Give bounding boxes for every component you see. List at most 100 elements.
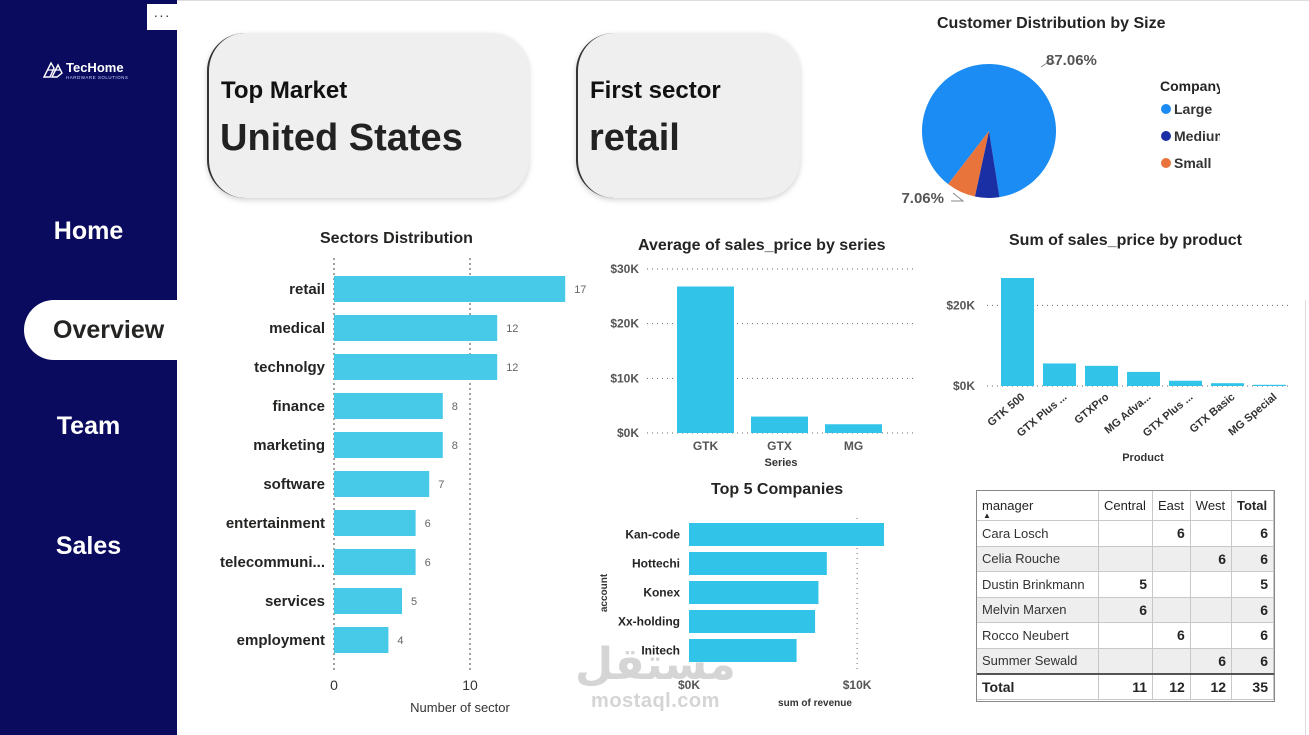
table-cell: 12 (1152, 672, 1191, 700)
sidebar: TecHome HARDWARE SOLUTIONS Home Overview… (0, 0, 184, 735)
category-label: GTXPro (1072, 391, 1111, 427)
bar[interactable] (334, 549, 416, 575)
table-cell: 6 (1231, 520, 1274, 547)
bar[interactable] (334, 588, 402, 614)
bar[interactable] (1085, 365, 1118, 386)
category-label: MG (844, 439, 863, 453)
avg-series-title: Average of sales_price by series (638, 237, 886, 254)
data-label: 5 (411, 596, 417, 608)
bar[interactable] (334, 510, 416, 536)
category-label: Hottechi (632, 557, 680, 571)
bar[interactable] (1043, 363, 1076, 386)
nav-team[interactable]: Team (56, 412, 121, 440)
category-label: Initech (641, 644, 680, 658)
kpi-top-market: Top Market United States (207, 33, 529, 198)
bar[interactable] (334, 276, 566, 302)
data-label: 6 (425, 557, 431, 569)
category-label: marketing (253, 437, 325, 454)
column-header-central[interactable]: Central (1097, 490, 1154, 521)
bar[interactable] (334, 354, 498, 380)
table-cell: 5 (1231, 571, 1274, 598)
bar[interactable] (334, 393, 443, 419)
bar[interactable] (1169, 380, 1202, 386)
table-cell: Total (976, 672, 1099, 700)
tick-label: $10K (610, 371, 639, 385)
category-label: telecommuni... (220, 554, 325, 571)
logo-name: TecHome (66, 60, 124, 75)
bar[interactable] (1001, 278, 1034, 386)
category-label: technolgy (254, 359, 325, 376)
legend-swatch (1161, 131, 1171, 141)
table-cell: 6 (1189, 545, 1233, 572)
data-label: 12 (506, 323, 518, 335)
bar[interactable] (689, 639, 797, 662)
top-5-companies-chart[interactable]: $0K $10K Kan-code Hottechi Konex Xx-holding In… (590, 500, 910, 715)
table-cell: Cara Losch (976, 520, 1099, 547)
x-axis-title: Number of sector (410, 700, 510, 715)
y-axis-title: account (599, 573, 610, 612)
pie-slice[interactable] (922, 64, 1056, 198)
table-cell (1097, 545, 1154, 572)
techome-logo-icon (42, 61, 63, 78)
bar[interactable] (689, 552, 827, 575)
column-header-west[interactable]: West (1189, 490, 1233, 521)
table-cell: 6 (1231, 545, 1274, 572)
table-cell: 11 (1097, 672, 1154, 700)
legend-label[interactable]: Large (1174, 101, 1212, 117)
column-header-total[interactable]: Total (1231, 490, 1274, 521)
more-options-icon[interactable]: ··· (147, 4, 177, 30)
tick-label: $0K (678, 678, 700, 692)
legend-label[interactable]: Medium (1174, 128, 1220, 144)
x-axis-title: Product (1122, 452, 1164, 464)
tick-label: $0K (617, 426, 639, 440)
table-row[interactable]: Cara Losch 6 6 (976, 520, 1274, 547)
tick-label: $30K (610, 262, 639, 276)
bar[interactable] (1127, 371, 1160, 386)
table-row[interactable]: Celia Rouche 6 6 (976, 545, 1274, 572)
bar[interactable] (334, 627, 389, 653)
bar[interactable] (689, 610, 816, 633)
sectors-distribution-chart[interactable]: 0 10 retail 17 medical 12 technolgy 12 finance 8 m… (195, 250, 595, 730)
bar[interactable] (825, 424, 882, 433)
bar[interactable] (334, 471, 430, 497)
bar[interactable] (751, 416, 808, 433)
category-label: retail (289, 281, 325, 298)
column-header-manager-label: manager (982, 498, 1034, 513)
table-cell (1152, 571, 1191, 598)
table-row[interactable]: Rocco Neubert 6 6 (976, 622, 1274, 649)
pie-slice[interactable] (948, 131, 989, 197)
canvas-right-border (1305, 300, 1309, 735)
nav-overview[interactable]: Overview (24, 300, 184, 360)
bar[interactable] (1211, 383, 1244, 386)
kpi-first-sector-label: First sector (590, 77, 721, 104)
bar[interactable] (677, 286, 734, 433)
table-row[interactable]: Melvin Marxen 6 6 (976, 596, 1274, 623)
table-cell: Summer Sewald (976, 647, 1099, 674)
x-axis-title: Series (764, 457, 797, 469)
bar[interactable] (334, 432, 443, 458)
data-label: 8 (452, 401, 458, 413)
bar[interactable] (1253, 384, 1286, 386)
tick-label: $20K (946, 298, 975, 312)
table-cell (1189, 520, 1233, 547)
column-header-manager[interactable]: manager ▲ (976, 490, 1099, 521)
nav-home[interactable]: Home (53, 217, 124, 245)
legend-label[interactable]: Small (1174, 155, 1211, 171)
manager-region-matrix[interactable]: manager ▲ Central East West Total Cara Lo… (976, 490, 1274, 700)
kpi-top-market-value: United States (220, 117, 463, 159)
bar[interactable] (689, 581, 819, 604)
pie-slice[interactable] (974, 131, 1000, 199)
column-header-east[interactable]: East (1152, 490, 1191, 521)
bar[interactable] (334, 315, 498, 341)
sum-product-title: Sum of sales_price by product (1009, 232, 1242, 249)
table-row[interactable]: Dustin Brinkmann 5 5 (976, 571, 1274, 598)
leader-line (1040, 62, 1055, 68)
avg-sales-price-by-series-chart[interactable]: $0K $10K $20K $30K GTK GTX MG Series (595, 255, 925, 475)
data-label: 87.06% (1046, 52, 1097, 69)
nav-sales[interactable]: Sales (55, 532, 122, 560)
customer-size-pie-chart[interactable]: 87.06% 7.06% Company Size Large Medium Small (900, 42, 1220, 242)
data-label: 7.06% (901, 190, 944, 207)
table-total-row[interactable]: Total 11 12 12 35 (976, 672, 1274, 700)
bar[interactable] (689, 523, 884, 546)
